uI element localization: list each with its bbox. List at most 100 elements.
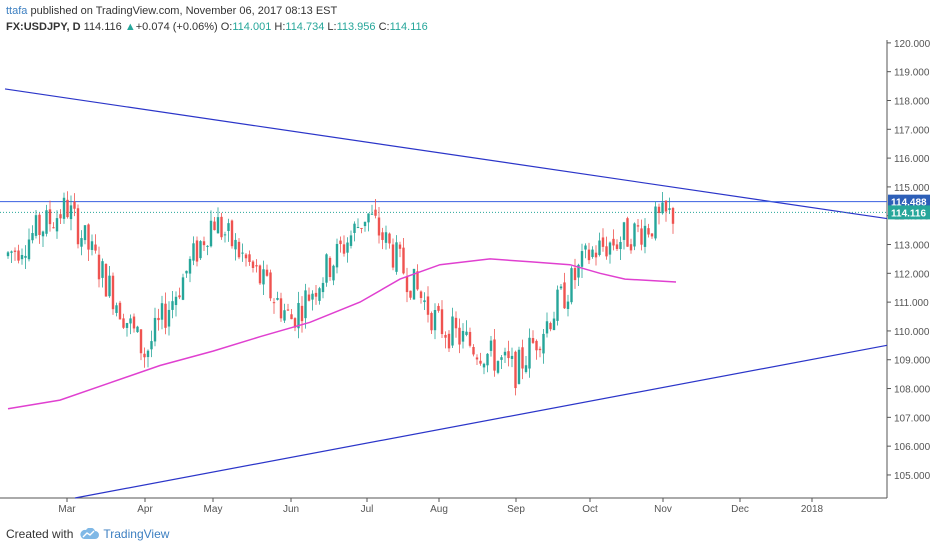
candle-body xyxy=(479,360,482,364)
candle-body xyxy=(629,244,633,251)
candle-body xyxy=(188,258,192,274)
candle-body xyxy=(122,318,125,328)
candle-body xyxy=(339,240,342,245)
candle-body xyxy=(20,255,24,260)
candle-body xyxy=(160,303,164,320)
candle-body xyxy=(668,208,671,210)
candle-body xyxy=(206,245,209,247)
candle-body xyxy=(661,202,664,214)
candle-body xyxy=(293,318,297,328)
y-tick-label: 111.000 xyxy=(894,298,929,309)
candle-body xyxy=(416,271,419,290)
candle-body xyxy=(437,305,440,311)
y-tick-label: 109.000 xyxy=(894,356,931,367)
candle-body xyxy=(185,270,188,274)
chart-header: ttafa published on TradingView.com, Nove… xyxy=(6,4,428,34)
candle-body xyxy=(304,290,307,319)
candle-body xyxy=(297,302,300,329)
candle-body xyxy=(570,268,573,303)
candle-body xyxy=(601,237,605,247)
y-tick-label: 113.000 xyxy=(894,241,930,252)
candle-body xyxy=(279,298,283,319)
candle-body xyxy=(356,227,360,229)
candle-body xyxy=(622,222,626,240)
candle-body xyxy=(353,223,356,233)
candle-body xyxy=(272,302,276,304)
candle-body xyxy=(654,206,657,239)
candle-body xyxy=(195,240,199,262)
y-tick-label: 107.000 xyxy=(894,413,931,424)
candle-body xyxy=(286,309,290,311)
candle-body xyxy=(556,289,559,321)
candle-body xyxy=(423,300,426,303)
candle-body xyxy=(171,301,174,310)
candle-body xyxy=(216,217,220,234)
candle-body xyxy=(608,242,612,255)
candle-body xyxy=(500,357,503,360)
candle-body xyxy=(234,239,237,250)
candle-body xyxy=(244,254,248,259)
candle-body xyxy=(150,341,153,350)
candle-body xyxy=(55,218,59,232)
candle-body xyxy=(377,217,381,236)
tradingview-brand-link[interactable]: TradingView xyxy=(79,527,169,541)
candle-body xyxy=(241,252,244,254)
candle-body xyxy=(276,298,279,300)
candle-body xyxy=(538,348,542,351)
candle-body xyxy=(454,317,458,329)
candle-body xyxy=(192,243,195,261)
author-link[interactable]: ttafa xyxy=(6,5,28,17)
candle-body xyxy=(90,241,94,250)
candle-body xyxy=(468,331,472,346)
change-arrow-icon: ▲ xyxy=(124,21,136,33)
y-tick-label: 116.000 xyxy=(894,154,930,165)
candle-body xyxy=(426,296,430,315)
candle-body xyxy=(521,347,524,369)
candle-body xyxy=(34,215,38,236)
tradingview-cloud-icon xyxy=(80,528,100,539)
horizontal-level-tag xyxy=(888,194,930,209)
candle-body xyxy=(388,233,391,244)
y-tick-label: 120.000 xyxy=(894,39,931,50)
candle-body xyxy=(167,309,171,327)
candle-body xyxy=(626,218,629,247)
candle-body xyxy=(346,242,349,253)
candle-body xyxy=(370,213,374,215)
candle-body xyxy=(181,277,185,300)
candle-body xyxy=(349,235,353,246)
candle-body xyxy=(381,232,384,240)
candle-body xyxy=(237,241,241,258)
candle-body xyxy=(398,244,402,249)
candle-body xyxy=(528,337,531,369)
candle-body xyxy=(598,240,601,256)
candle-body xyxy=(363,221,367,227)
candle-body xyxy=(486,353,489,366)
candle-body xyxy=(402,247,405,274)
candle-body xyxy=(531,338,535,343)
candle-body xyxy=(258,265,262,284)
candle-body xyxy=(384,232,388,243)
candle-body xyxy=(591,249,594,258)
candle-body xyxy=(549,323,552,330)
candle-body xyxy=(255,265,258,267)
candle-body xyxy=(430,313,433,331)
candle-body xyxy=(552,318,556,331)
candle-body xyxy=(584,245,587,250)
candle-body xyxy=(524,365,528,373)
candle-body xyxy=(671,208,675,224)
candle-body xyxy=(300,305,304,322)
created-with-text: Created with xyxy=(6,527,74,541)
candle-body xyxy=(199,241,202,259)
low-value: 113.956 xyxy=(336,21,376,33)
x-tick-label: Dec xyxy=(731,504,749,515)
candle-body xyxy=(213,221,216,231)
candle-body xyxy=(24,255,27,258)
candle-body xyxy=(62,197,66,219)
low-label: L: xyxy=(327,21,337,33)
y-tick-label: 115.000 xyxy=(894,183,930,194)
candle-body xyxy=(118,302,122,320)
candle-body xyxy=(178,295,181,298)
footer: Created with TradingView xyxy=(6,527,169,541)
candle-body xyxy=(111,275,115,310)
